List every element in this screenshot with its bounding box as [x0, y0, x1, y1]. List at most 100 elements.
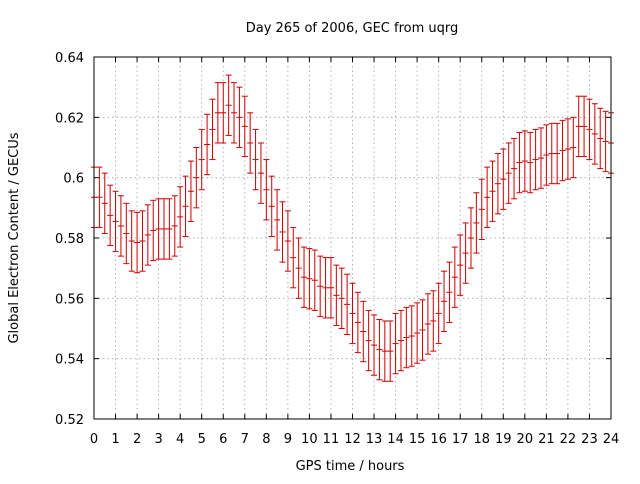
- error-bar-point: [257, 142, 264, 204]
- error-bar-point: [252, 128, 259, 191]
- error-bar-point: [295, 237, 302, 299]
- y-tick-label: 0.58: [55, 232, 84, 247]
- error-bar-point: [559, 119, 566, 182]
- error-bar-point: [381, 320, 388, 382]
- error-bar-point: [494, 153, 501, 215]
- error-bar-point: [516, 131, 523, 194]
- error-bar-point: [344, 273, 351, 336]
- error-bar-point: [96, 166, 103, 228]
- error-bar-point: [360, 300, 367, 363]
- x-tick-label: 4: [176, 432, 184, 447]
- error-bar-point: [484, 166, 491, 228]
- error-bar-point: [279, 201, 286, 263]
- error-bar-point: [527, 131, 534, 194]
- x-tick-label: 11: [323, 432, 340, 447]
- error-bar-point: [274, 189, 281, 251]
- error-bar-point: [500, 148, 507, 210]
- x-tick-label: 22: [560, 432, 577, 447]
- ticks: 0 1 2 3 4 5 6 7 8 9 10 11 12 13 14 15 16 17 18 19 20 21 22 23 24…: [55, 51, 619, 447]
- error-bar-point: [424, 293, 431, 355]
- error-bar-point: [231, 82, 238, 144]
- error-bar-point: [419, 299, 426, 361]
- error-bar-point: [554, 122, 561, 185]
- error-bar-point: [403, 306, 410, 369]
- x-tick-label: 21: [538, 432, 555, 447]
- error-bar-point: [327, 257, 334, 319]
- x-tick-label: 13: [366, 432, 383, 447]
- x-tick-label: 15: [409, 432, 426, 447]
- x-tick-label: 6: [219, 432, 227, 447]
- x-tick-label: 10: [301, 432, 318, 447]
- error-bar-point: [435, 282, 442, 345]
- error-bar-point: [139, 210, 146, 272]
- error-bar-point: [263, 159, 270, 221]
- error-bar-point: [198, 128, 205, 191]
- error-bar-point: [414, 302, 421, 364]
- error-bar-point: [117, 195, 124, 257]
- error-bar-point: [338, 267, 345, 329]
- error-bar-point: [107, 184, 114, 247]
- error-bar-point: [284, 210, 291, 272]
- x-tick-label: 0: [90, 432, 98, 447]
- error-bar-point: [397, 309, 404, 372]
- error-bar-point: [371, 314, 378, 376]
- x-tick-label: 17: [452, 432, 469, 447]
- x-tick-label: 23: [581, 432, 598, 447]
- error-bar-point: [532, 128, 539, 191]
- error-bar-point: [575, 95, 582, 158]
- y-tick-label: 0.54: [55, 353, 84, 368]
- error-bar-point: [521, 130, 528, 192]
- error-bar-point: [505, 142, 512, 204]
- x-tick-label: 9: [284, 432, 292, 447]
- x-tick-label: 18: [473, 432, 490, 447]
- error-bar-point: [602, 110, 609, 173]
- error-bar-point: [591, 103, 598, 165]
- error-bar-point: [446, 261, 453, 323]
- error-bar-point: [376, 318, 383, 381]
- error-bar-point: [322, 257, 329, 319]
- error-bar-point: [387, 320, 394, 382]
- error-bar-point: [268, 175, 275, 237]
- data-series: [91, 74, 614, 382]
- error-bar-point: [570, 116, 577, 179]
- error-bar-point: [548, 122, 555, 185]
- error-bar-point: [123, 202, 130, 265]
- x-tick-label: 14: [387, 432, 404, 447]
- error-bar-point: [333, 264, 340, 326]
- error-bar-point: [317, 255, 324, 317]
- error-bar-point: [564, 118, 571, 180]
- error-bar-point: [247, 112, 254, 174]
- error-bar-point: [150, 199, 157, 262]
- error-bar-point: [365, 309, 372, 372]
- error-bar-point: [306, 248, 313, 310]
- x-tick-label: 7: [241, 432, 249, 447]
- y-tick-label: 0.52: [55, 413, 84, 428]
- error-bar-point: [586, 98, 593, 161]
- x-tick-label: 24: [603, 432, 620, 447]
- error-bar-point: [112, 190, 119, 253]
- error-bar-point: [193, 147, 200, 209]
- x-tick-label: 3: [154, 432, 162, 447]
- error-bar-point: [144, 204, 151, 266]
- error-bar-point: [354, 291, 361, 354]
- error-bar-point: [597, 107, 604, 170]
- error-bar-point: [478, 178, 485, 241]
- x-tick-label: 12: [344, 432, 361, 447]
- error-bar-point: [161, 198, 168, 260]
- y-tick-label: 0.64: [55, 51, 84, 66]
- error-bar-point: [225, 74, 232, 136]
- error-bar-point: [462, 222, 469, 284]
- error-bar-point: [543, 124, 550, 186]
- error-bar-point: [349, 282, 356, 345]
- error-bar-point: [537, 127, 544, 189]
- error-bar-point: [581, 95, 588, 158]
- y-tick-label: 0.56: [55, 292, 84, 307]
- x-tick-label: 20: [517, 432, 534, 447]
- error-bar-point: [408, 305, 415, 367]
- x-tick-label: 16: [430, 432, 447, 447]
- error-bar-point: [451, 246, 458, 308]
- error-bar-point: [220, 82, 227, 144]
- error-bar-point: [241, 95, 248, 158]
- error-bar-point: [489, 160, 496, 222]
- error-bar-point: [430, 290, 437, 352]
